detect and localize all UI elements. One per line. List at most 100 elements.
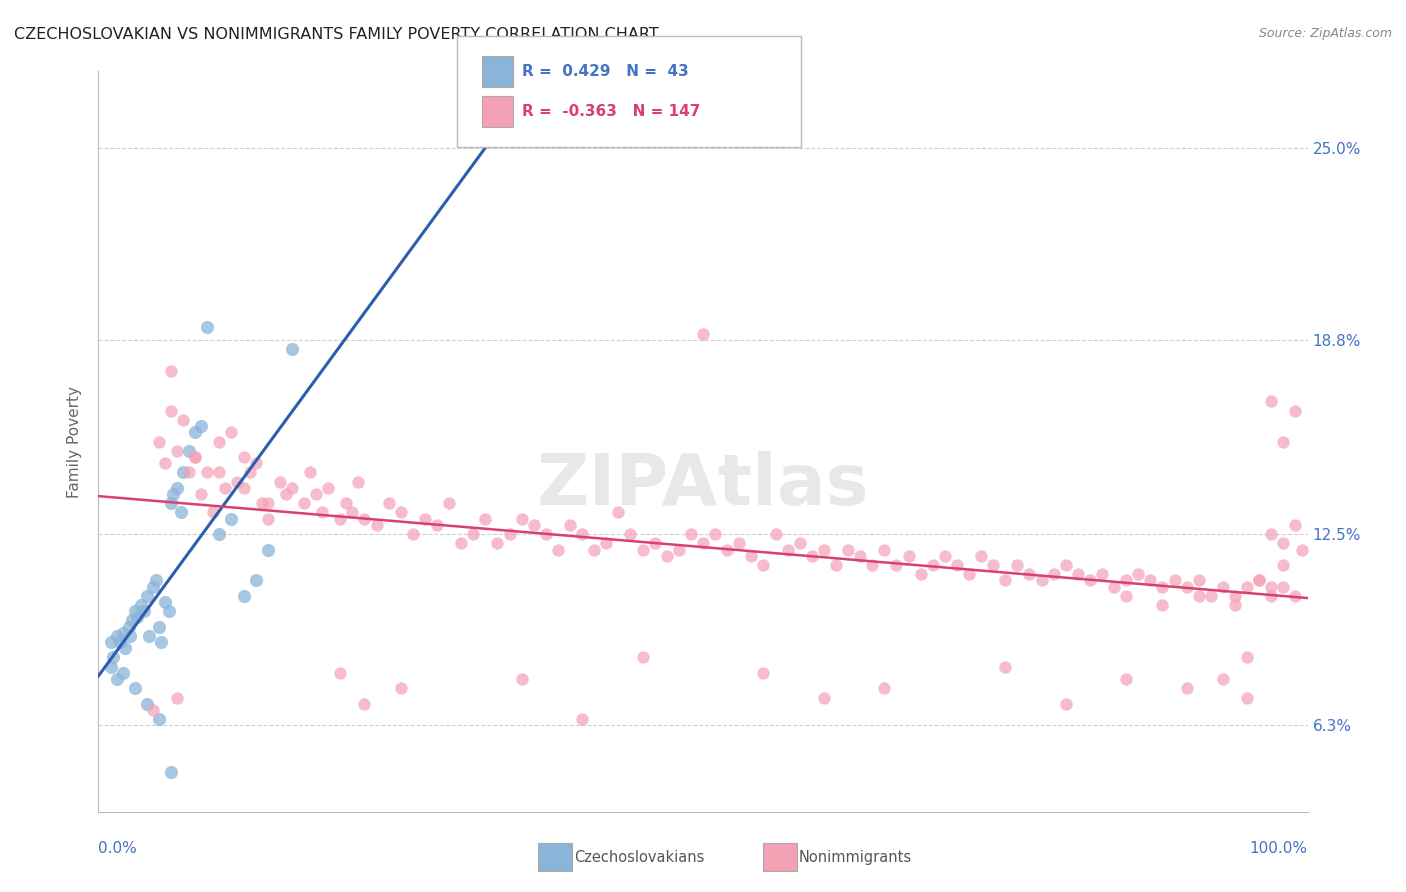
Point xyxy=(305,487,328,501)
Point xyxy=(366,517,388,532)
Point xyxy=(704,527,727,541)
Point xyxy=(195,466,218,480)
Point xyxy=(245,456,267,470)
Point xyxy=(910,567,932,582)
Point xyxy=(335,496,357,510)
Point xyxy=(534,527,557,541)
Point xyxy=(377,496,399,510)
Point xyxy=(571,527,593,541)
Point xyxy=(221,425,243,440)
Point xyxy=(1042,567,1064,582)
Point xyxy=(160,363,183,377)
Point xyxy=(101,650,124,665)
Point xyxy=(970,549,993,563)
Point xyxy=(692,536,714,550)
Text: Nonimmigrants: Nonimmigrants xyxy=(799,850,911,864)
Point xyxy=(134,604,156,618)
Point xyxy=(873,681,896,696)
Point xyxy=(644,536,666,550)
Point xyxy=(169,506,191,520)
Point xyxy=(256,542,278,557)
Point xyxy=(1175,681,1198,696)
Point xyxy=(1054,697,1077,711)
Point xyxy=(281,342,304,356)
Point xyxy=(1078,574,1101,588)
Point xyxy=(1067,567,1090,582)
Point xyxy=(232,481,254,495)
Point xyxy=(166,690,188,705)
Point xyxy=(631,650,654,665)
Point xyxy=(239,466,262,480)
Point xyxy=(208,434,231,449)
Point xyxy=(402,527,425,541)
Point xyxy=(1260,394,1282,409)
Point xyxy=(195,320,218,334)
Point xyxy=(232,450,254,464)
Text: ZIPAtlas: ZIPAtlas xyxy=(537,451,869,520)
Point xyxy=(860,558,883,572)
Point xyxy=(583,542,606,557)
Point xyxy=(1128,567,1150,582)
Point xyxy=(160,764,183,779)
Point xyxy=(800,549,823,563)
Point xyxy=(124,681,146,696)
Point xyxy=(281,481,304,495)
Point xyxy=(347,475,370,489)
Point xyxy=(607,506,630,520)
Y-axis label: Family Poverty: Family Poverty xyxy=(67,385,83,498)
Point xyxy=(849,549,872,563)
Point xyxy=(172,466,194,480)
Point xyxy=(299,466,322,480)
Point xyxy=(179,466,201,480)
Point xyxy=(184,450,207,464)
Point xyxy=(655,549,678,563)
Point xyxy=(256,496,278,510)
Point xyxy=(1188,574,1211,588)
Point xyxy=(142,703,165,717)
Point xyxy=(776,542,799,557)
Point xyxy=(1091,567,1114,582)
Point xyxy=(631,542,654,557)
Point xyxy=(150,635,173,649)
Point xyxy=(166,481,188,495)
Point xyxy=(1018,567,1040,582)
Text: 100.0%: 100.0% xyxy=(1250,841,1308,856)
Point xyxy=(837,542,859,557)
Point xyxy=(994,659,1017,673)
Point xyxy=(825,558,848,572)
Point xyxy=(148,434,170,449)
Point xyxy=(245,574,267,588)
Point xyxy=(1260,527,1282,541)
Point xyxy=(1249,574,1271,588)
Point xyxy=(121,614,143,628)
Point xyxy=(1188,589,1211,603)
Point xyxy=(1284,589,1306,603)
Point xyxy=(1199,589,1222,603)
Point xyxy=(595,536,617,550)
Point xyxy=(1260,589,1282,603)
Point xyxy=(1102,580,1125,594)
Point xyxy=(437,496,460,510)
Point xyxy=(1054,558,1077,572)
Point xyxy=(208,466,231,480)
Point xyxy=(389,506,412,520)
Point xyxy=(1272,434,1295,449)
Point xyxy=(1272,580,1295,594)
Text: Source: ZipAtlas.com: Source: ZipAtlas.com xyxy=(1258,27,1392,40)
Point xyxy=(292,496,315,510)
Point xyxy=(166,443,188,458)
Point xyxy=(1115,589,1137,603)
Point xyxy=(311,506,333,520)
Point xyxy=(105,672,128,686)
Point xyxy=(148,712,170,726)
Point xyxy=(114,641,136,656)
Point xyxy=(1212,580,1234,594)
Point xyxy=(765,527,787,541)
Point xyxy=(1272,558,1295,572)
Point xyxy=(1284,403,1306,417)
Point xyxy=(1260,580,1282,594)
Point xyxy=(1212,672,1234,686)
Text: R =  -0.363   N = 147: R = -0.363 N = 147 xyxy=(522,104,700,119)
Point xyxy=(108,635,131,649)
Point xyxy=(342,506,364,520)
